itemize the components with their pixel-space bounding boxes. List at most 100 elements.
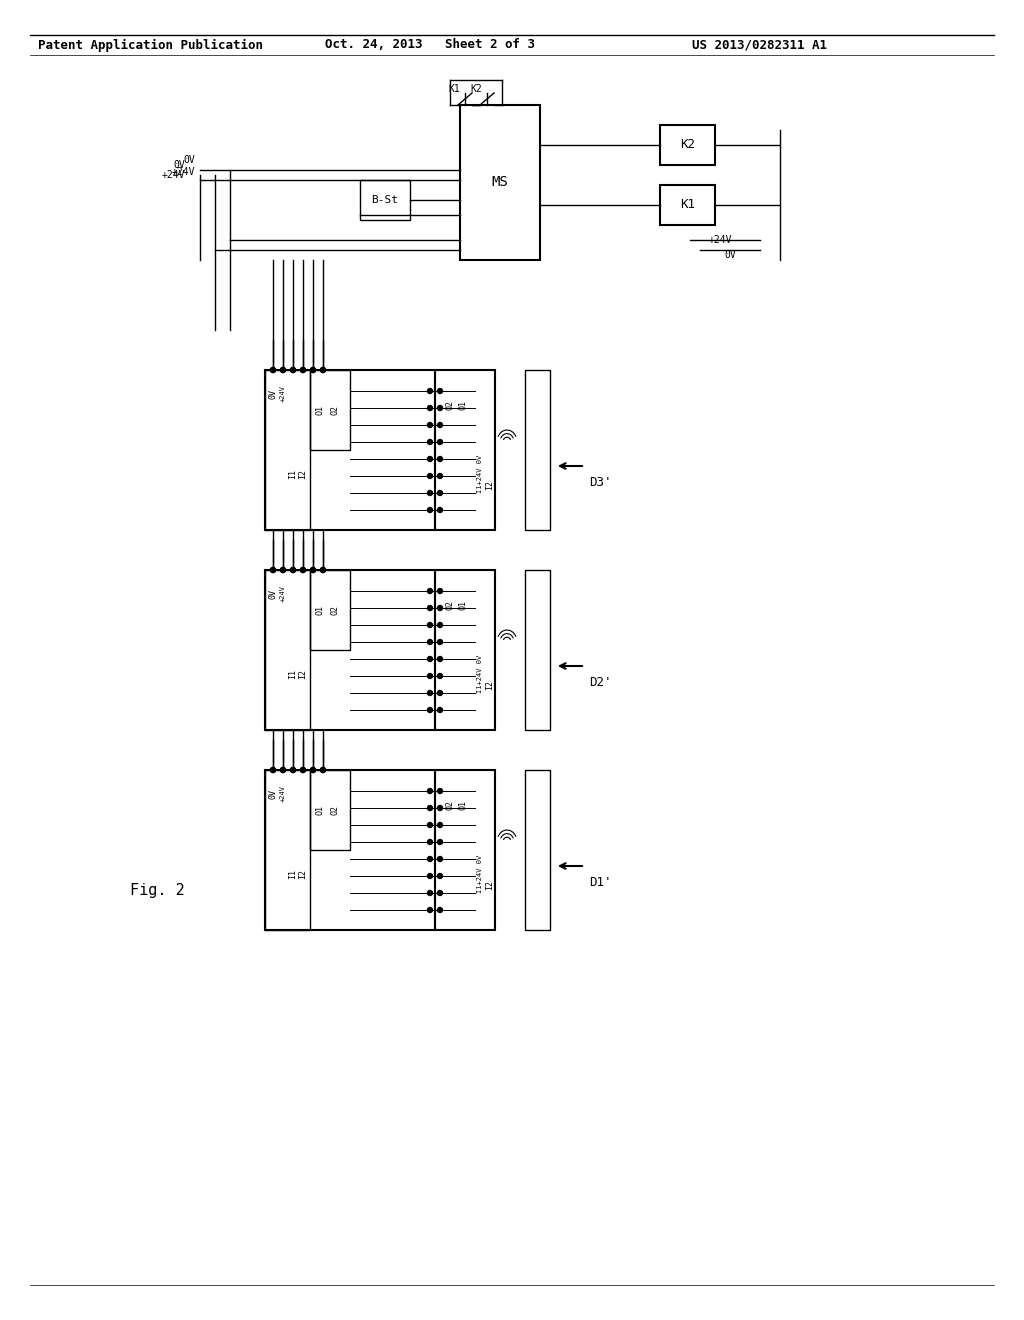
Circle shape (437, 891, 442, 895)
Text: +24V: +24V (280, 586, 286, 602)
Text: Patent Application Publication: Patent Application Publication (38, 38, 262, 51)
Text: I1+24V 0V: I1+24V 0V (477, 455, 483, 494)
Bar (660, 185, 715, 224)
Text: 0V: 0V (183, 154, 195, 165)
Circle shape (281, 367, 286, 372)
Circle shape (437, 491, 442, 495)
Text: +24V: +24V (162, 170, 185, 180)
Circle shape (291, 767, 296, 772)
Circle shape (321, 568, 326, 573)
Circle shape (321, 367, 326, 372)
Text: O1: O1 (459, 601, 468, 610)
Text: K2: K2 (470, 84, 482, 94)
Circle shape (427, 673, 432, 678)
Bar (265, 570, 310, 730)
Text: K2: K2 (680, 139, 695, 152)
Circle shape (291, 568, 296, 573)
Circle shape (437, 440, 442, 445)
Text: O2: O2 (331, 805, 340, 814)
Text: I2: I2 (299, 869, 307, 879)
Circle shape (321, 767, 326, 772)
Circle shape (427, 788, 432, 793)
Circle shape (437, 656, 442, 661)
Circle shape (437, 623, 442, 627)
Circle shape (437, 874, 442, 879)
Circle shape (437, 690, 442, 696)
Circle shape (291, 367, 296, 372)
Circle shape (427, 589, 432, 594)
Circle shape (427, 874, 432, 879)
Text: I1+24V 0V: I1+24V 0V (477, 855, 483, 894)
Circle shape (321, 568, 326, 573)
Text: +24V: +24V (280, 385, 286, 403)
Text: US 2013/0282311 A1: US 2013/0282311 A1 (692, 38, 827, 51)
Text: O1: O1 (315, 805, 325, 814)
Circle shape (427, 606, 432, 610)
Bar (525, 570, 550, 730)
Bar (265, 770, 435, 931)
Circle shape (270, 767, 275, 772)
Circle shape (270, 767, 275, 772)
Circle shape (437, 589, 442, 594)
Text: Fig. 2: Fig. 2 (130, 883, 184, 898)
Circle shape (291, 568, 296, 573)
Circle shape (437, 474, 442, 479)
Bar (310, 770, 350, 850)
Circle shape (427, 422, 432, 428)
Text: O1: O1 (459, 800, 468, 810)
Circle shape (437, 805, 442, 810)
Circle shape (437, 639, 442, 644)
Bar (310, 570, 350, 649)
Text: D1': D1' (589, 875, 611, 888)
Bar (435, 770, 495, 931)
Circle shape (281, 568, 286, 573)
Circle shape (437, 457, 442, 462)
Circle shape (437, 822, 442, 828)
Text: MS: MS (492, 176, 508, 190)
Text: K1: K1 (449, 84, 460, 94)
Text: I2: I2 (299, 469, 307, 479)
Circle shape (427, 891, 432, 895)
Circle shape (270, 568, 275, 573)
Circle shape (310, 568, 315, 573)
Circle shape (427, 805, 432, 810)
Text: D3': D3' (589, 475, 611, 488)
Text: I1: I1 (289, 869, 298, 879)
Text: B-St: B-St (372, 195, 398, 205)
Circle shape (300, 568, 305, 573)
Circle shape (310, 367, 315, 372)
Bar (265, 570, 435, 730)
Circle shape (437, 788, 442, 793)
Circle shape (437, 422, 442, 428)
Circle shape (427, 708, 432, 713)
Circle shape (437, 908, 442, 912)
Bar (525, 770, 550, 931)
Circle shape (427, 623, 432, 627)
Circle shape (427, 690, 432, 696)
Bar (360, 180, 410, 220)
Circle shape (437, 606, 442, 610)
Bar (310, 370, 350, 450)
Circle shape (291, 367, 296, 372)
Circle shape (437, 405, 442, 411)
Circle shape (437, 857, 442, 862)
Circle shape (300, 367, 305, 372)
Text: I2: I2 (485, 480, 495, 490)
Bar (460, 106, 540, 260)
Circle shape (437, 507, 442, 512)
Circle shape (300, 367, 305, 372)
Bar (660, 125, 715, 165)
Text: I1+24V 0V: I1+24V 0V (477, 655, 483, 693)
Bar (265, 370, 435, 531)
Text: O2: O2 (445, 601, 455, 610)
Circle shape (427, 656, 432, 661)
Circle shape (310, 767, 315, 772)
Circle shape (300, 767, 305, 772)
Circle shape (281, 367, 286, 372)
Circle shape (300, 568, 305, 573)
Circle shape (427, 457, 432, 462)
Text: 0V: 0V (268, 589, 278, 599)
Circle shape (427, 840, 432, 845)
Circle shape (437, 673, 442, 678)
Circle shape (300, 767, 305, 772)
